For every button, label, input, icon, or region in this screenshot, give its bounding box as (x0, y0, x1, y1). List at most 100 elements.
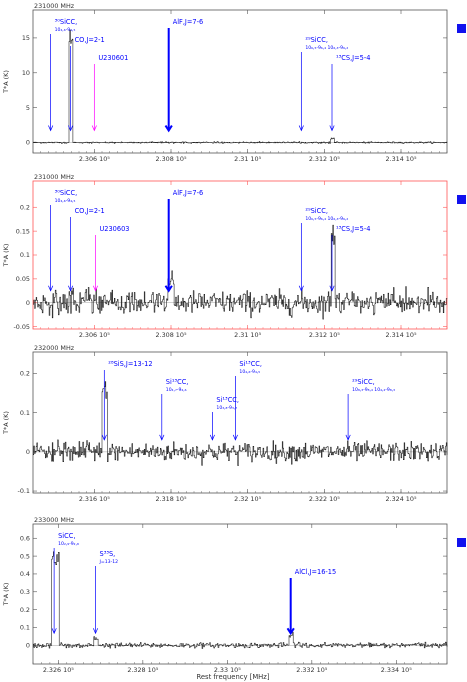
panel-2-line-id-label: ³⁰SiCC, (55, 189, 78, 197)
panel-1-x-tick-label: 2.31 10⁵ (234, 155, 261, 163)
panel-3-line-id-label: Si¹³CC, (166, 378, 189, 386)
panel-2-spectrum-trace (33, 224, 448, 320)
panel-1-y-axis-label: T*A (K) (2, 70, 10, 94)
panel-4-line-id-arrowhead (51, 628, 57, 635)
panel-4-y-tick-label: 0.4 (20, 570, 30, 578)
panel-4-y-tick-label: 0.3 (20, 588, 30, 596)
panel-2-line-id-arrowhead (298, 285, 304, 292)
panel-3-y-tick-label: 0 (26, 448, 30, 456)
panel-1-line-id-label: ³⁰SiCC, (55, 18, 78, 26)
x-axis-title: Rest frequency [MHz] (196, 673, 269, 681)
panel-1-y-tick-label: 15 (22, 34, 30, 42)
panel-3-x-tick-label: 2.318 10⁵ (155, 495, 186, 503)
panel-2-line-id-label: ²⁹SiCC, (305, 207, 328, 215)
panel-3-y-tick-label: -0.1 (18, 487, 30, 495)
panel-3-x-tick-label: 2.324 10⁵ (385, 495, 416, 503)
panel-1-line-id-sublabel: 10₄,₆-9₄,₅ (55, 27, 76, 33)
panel-2-marker-square (457, 195, 466, 204)
panel-3-y-tick-label: 0.2 (20, 370, 30, 378)
panel-3-line-id-label: Si¹³CC, (239, 360, 262, 368)
panel-4-line-id-sublabel: J=13-12 (99, 559, 119, 565)
panel-3-band-label: 232000 MHz (34, 344, 75, 352)
panel-3-line-id-arrowhead (345, 434, 351, 441)
panel-3-line-id-arrowhead (232, 434, 238, 441)
panel-2-line-id-label: ¹³CS,J=5-4 (336, 225, 370, 233)
panel-1-x-tick-label: 2.312 10⁵ (309, 155, 340, 163)
panel-2-line-id-arrowhead (92, 285, 99, 292)
panel-4-line-id-label: S³³S, (100, 550, 116, 558)
panel-1-x-tick-label: 2.308 10⁵ (155, 155, 186, 163)
panel-1-line-id-label: ¹³CS,J=5-4 (336, 54, 370, 62)
panel-2-line-id-sublabel: 10₆,₅-9₆,₄ 10₆,₃-9₆,₂ (305, 216, 348, 222)
panel-4-y-tick-label: 0 (26, 641, 30, 649)
panel-3-line-id-sublabel: 10₈,₃-9₈,₄ 10₄,₄-9₈,₃ (352, 387, 395, 393)
panel-4-line-id-sublabel: 10₂,₉-9₂,₈ (58, 541, 79, 547)
panel-4-line-id-label: SiCC, (58, 532, 75, 540)
panel-1-y-tick-label: 10 (22, 69, 30, 77)
panel-3-y-tick-label: 0.1 (20, 409, 30, 417)
panel-1-line-id-arrowhead (48, 125, 54, 132)
panel-4-x-tick-label: 2.332 10⁵ (296, 666, 327, 674)
panel-2-line-id-arrowhead (329, 285, 335, 292)
panel-2-y-tick-label: 0.2 (20, 203, 30, 211)
panel-4-y-tick-label: 0.1 (20, 624, 30, 632)
panel-4-y-tick-label: 0.2 (20, 606, 30, 614)
panel-1-line-id-label: CO,J=2-1 (75, 36, 105, 44)
panel-3-x-tick-label: 2.32 10⁵ (234, 495, 261, 503)
panel-2-line-id-arrowhead (68, 285, 74, 292)
panel-4-line-id-arrowhead (286, 627, 295, 636)
panel-4-spectrum-trace (33, 551, 448, 649)
panel-3-line-id-sublabel: 10₃,₈-9₃,₇ (216, 405, 237, 411)
panel-2-line-id-sublabel: 10₄,₆-9₄,₅ (55, 198, 76, 204)
panel-1-x-tick-label: 2.314 10⁵ (385, 155, 416, 163)
panel-1-y-tick-label: 0 (26, 139, 30, 147)
panel-4-y-tick-label: 0.5 (20, 552, 30, 560)
panel-2-y-tick-label: 0.15 (16, 227, 30, 235)
panel-1-line-id-label: ²⁹SiCC, (305, 36, 328, 44)
panel-1-y-tick-label: 5 (26, 104, 30, 112)
panel-2-x-tick-label: 2.308 10⁵ (155, 331, 186, 339)
panel-3-line-id-label: ²⁹SiCC, (352, 378, 375, 386)
panel-1-spectrum-trace (33, 29, 448, 144)
panel-1-line-id-arrowhead (91, 125, 97, 132)
panel-1-x-tick-label: 2.306 10⁵ (79, 155, 110, 163)
panel-1-line-id-arrowhead (329, 125, 335, 132)
panel-1-line-id-arrowhead (164, 124, 173, 133)
panel-2-x-tick-label: 2.31 10⁵ (234, 331, 261, 339)
panel-2-line-id-label: AlF,J=7-6 (173, 189, 203, 197)
panel-3-line-id-label: ²⁸SiS,J=13-12 (108, 360, 152, 368)
panel-3-line-id-arrowhead (159, 434, 165, 441)
panel-2-y-tick-label: 0.05 (16, 275, 30, 283)
panel-1-line-id-arrowhead (68, 125, 74, 132)
panel-3-spectrum-trace (33, 381, 448, 466)
panel-2-y-tick-label: 0.1 (20, 251, 30, 259)
panel-4-marker-square (457, 538, 466, 547)
panel-3-line-id-sublabel: 10₄,₇-9₄,₆ (166, 387, 187, 393)
panel-1-marker-square (457, 24, 466, 33)
panel-4-x-tick-label: 2.326 10⁵ (43, 666, 74, 674)
panel-1-line-id-label: AlF,J=7-6 (173, 18, 203, 26)
panel-3-line-id-label: Si¹³CC, (216, 396, 239, 404)
panel-1-band-label: 231000 MHz (34, 2, 75, 10)
panel-4-band-label: 233000 MHz (34, 516, 75, 524)
panel-2-y-axis-label: T*A (K) (2, 244, 10, 268)
panel-3-x-tick-label: 2.316 10⁵ (79, 495, 110, 503)
panel-3-line-id-sublabel: 10₄,₆-9₄,₅ (239, 369, 260, 375)
panel-4-frame (32, 523, 448, 665)
panel-2-x-tick-label: 2.306 10⁵ (79, 331, 110, 339)
panel-4-x-tick-label: 2.328 10⁵ (127, 666, 158, 674)
panel-3-x-tick-label: 2.322 10⁵ (309, 495, 340, 503)
panel-4-y-tick-label: 0.6 (20, 534, 30, 542)
panel-3-y-axis-label: T*A (K) (2, 411, 10, 435)
panel-3-line-id-arrowhead (209, 434, 215, 441)
panel-2-x-tick-label: 2.312 10⁵ (309, 331, 340, 339)
panel-2-x-tick-label: 2.314 10⁵ (385, 331, 416, 339)
panel-4-line-id-arrowhead (93, 628, 99, 635)
panel-2-y-tick-label: 0 (26, 299, 30, 307)
panel-1-line-id-arrowhead (298, 125, 304, 132)
panel-4-y-axis-label: T*A (K) (2, 583, 10, 607)
panel-2-line-id-arrowhead (164, 285, 173, 293)
panel-4-x-tick-label: 2.33 10⁵ (214, 666, 241, 674)
